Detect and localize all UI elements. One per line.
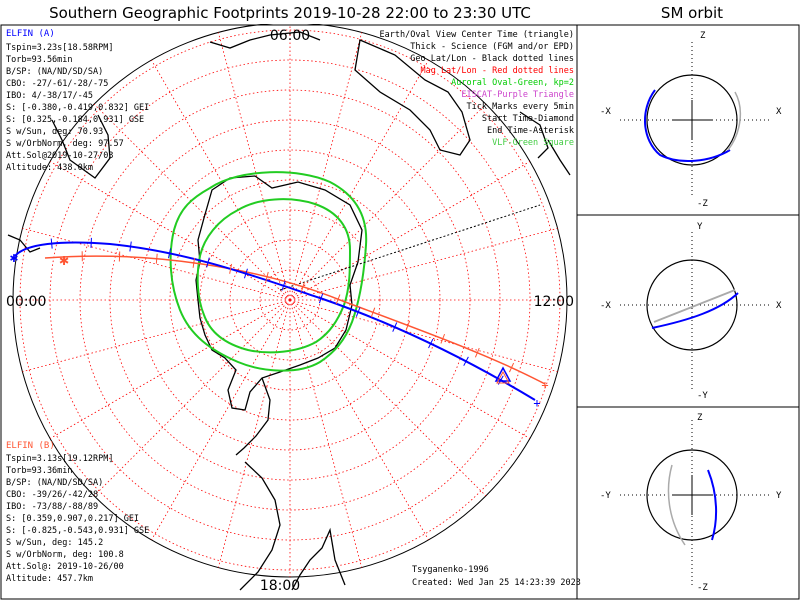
sm-panel-3-right: Y [776, 491, 782, 501]
auroral-oval-outer [171, 172, 367, 371]
mag-lon-spoke [290, 150, 550, 300]
elfin-a-line-3: CBO: -27/-61/-28/-75 [6, 79, 108, 89]
mag-lon-spoke [140, 300, 290, 560]
elfin-b-line-7: S w/Sun, deg: 145.2 [6, 538, 103, 548]
elfin-b-line-2: B/SP: (NA/ND/SD/SA) [6, 478, 103, 488]
legend-item-7: Start Time-Diamond [482, 114, 574, 124]
elfin-b-name: ELFIN (B) [6, 441, 55, 451]
sm-panel-2-right: X [776, 301, 782, 311]
sm-panel-1-track-a [645, 90, 730, 161]
sm-panel-3-track-a [708, 470, 716, 540]
legend-item-2: Geo Lat/Lon - Black dotted lines [410, 54, 574, 64]
antarctic-peninsula [236, 378, 270, 455]
elfin-a-line-8: S w/OrbNorm, deg: 97.57 [6, 139, 124, 149]
created-timestamp: Created: Wed Jan 25 14:23:39 2023 [412, 578, 581, 588]
sm-panel-1-right: X [776, 107, 782, 117]
sm-panel-1-bottom: -Z [697, 199, 708, 209]
legend-item-9: VLF-Green Square [492, 138, 574, 148]
sm-panel-3-track-b [668, 465, 685, 545]
mag-lon-spoke [290, 222, 580, 300]
model-credit: Tsyganenko-1996 [412, 565, 489, 575]
mag-lon-spoke [0, 222, 290, 300]
elfin-b-line-1: Torb=93.36min [6, 466, 73, 476]
sm-panel-1-top: Z [700, 31, 706, 41]
mag-lon-spoke [290, 300, 550, 450]
elfin-b-line-0: Tspin=3.13s[19.12RPM] [6, 454, 113, 464]
elfin-b-start-asterisk: ✱ [59, 250, 69, 269]
elfin-b-line-9: Att.Sol@: 2019-10-26/00 [6, 562, 124, 572]
sm-panel-2-left: -X [600, 301, 611, 311]
elfin-a-line-1: Torb=93.56min [6, 55, 73, 65]
legend-item-8: End Time-Asterisk [487, 126, 574, 136]
elfin-a-line-6: S: [0.325,-0.184,0.931] GSE [6, 115, 144, 125]
elfin-b-line-4: IBO: -73/88/-88/89 [6, 502, 98, 512]
sm-orbit-title: SM orbit [661, 4, 723, 22]
sm-panel-xz: Z -Z -X X [600, 31, 782, 209]
elfin-a-end-plus: + [533, 396, 540, 410]
legend-item-1: Thick - Science (FGM and/or EPD) [410, 42, 574, 52]
sm-panel-3-top: Z [697, 413, 703, 423]
sm-panel-yz: Z -Z -Y Y [600, 413, 782, 593]
elfin-a-line-2: B/SP: (NA/ND/SD/SA) [6, 67, 103, 77]
sm-panel-1-left: -X [600, 107, 611, 117]
mag-lon-spoke [212, 300, 290, 590]
elfin-a-track [15, 243, 535, 401]
legend: Earth/Oval View Center Time (triangle) T… [380, 30, 574, 148]
sm-panel-3-bottom: -Z [697, 583, 708, 593]
elfin-a-line-4: IBO: 4/-38/17/-45 [6, 91, 93, 101]
mag-lon-spoke [290, 10, 368, 300]
elfin-b-line-3: CBO: -39/26/-42/28 [6, 490, 98, 500]
elfin-b-tick [156, 254, 157, 264]
auroral-oval-inner [198, 199, 350, 352]
south-america-coast [240, 462, 345, 590]
elfin-b-line-8: S w/OrbNorm, deg: 100.8 [6, 550, 124, 560]
mag-lon-spoke [212, 10, 290, 300]
elfin-a-name: ELFIN (A) [6, 29, 55, 39]
main-title: Southern Geographic Footprints 2019-10-2… [49, 4, 531, 22]
auroral-ovals [171, 172, 367, 371]
elfin-b-line-6: S: [-0.825,-0.543,0.931] GSE [6, 526, 149, 536]
sm-panel-2-bottom: -Y [697, 391, 708, 401]
sm-panel-2-track-a [652, 293, 738, 328]
legend-item-4: Auroral Oval-Green, kp=2 [451, 78, 574, 88]
legend-item-6: Tick Marks every 5min [467, 102, 574, 112]
elfin-a-info: ELFIN (A) Tspin=3.23s[18.58RPM] Torb=93.… [6, 29, 149, 173]
elfin-a-line-0: Tspin=3.23s[18.58RPM] [6, 43, 113, 53]
mlt-label-top: 06:00 [270, 28, 310, 44]
legend-item-0: Earth/Oval View Center Time (triangle) [380, 30, 574, 40]
sm-panel-xy: Y -Y -X X [600, 222, 782, 401]
mag-lon-spoke [290, 300, 580, 378]
sm-panel-3-left: -Y [600, 491, 611, 501]
track-ticks [51, 238, 513, 385]
elfin-b-line-5: S: [0.359,0.907,0.217] GEI [6, 514, 139, 524]
elfin-a-line-5: S: [-0.380,-0.419,0.832] GEI [6, 103, 149, 113]
elfin-a-line-10: Altitude: 438.0km [6, 163, 93, 173]
sm-panel-1-track-b [728, 92, 740, 150]
mlt-label-bottom: 18:00 [260, 578, 300, 594]
elfin-b-line-10: Altitude: 457.7km [6, 574, 93, 584]
elfin-a-start-asterisk: ✱ [10, 250, 19, 266]
sm-panel-2-top: Y [697, 222, 703, 232]
elfin-b-info: ELFIN (B) Tspin=3.13s[19.12RPM] Torb=93.… [6, 441, 149, 584]
mag-lon-spoke [290, 300, 502, 512]
elfin-a-line-9: Att.Sol@2019-10-27/03 [6, 151, 113, 161]
elfin-b-end-plus: + [541, 378, 548, 392]
elfin-a-tick [130, 242, 131, 252]
legend-item-5: EISCAT-Purple Triangle [461, 90, 574, 100]
mlt-label-right: 12:00 [534, 294, 574, 310]
mlt-label-left: 00:00 [6, 294, 46, 310]
legend-item-3: Mag Lat/Lon - Red dotted lines [420, 66, 574, 76]
elfin-a-tick [51, 239, 52, 249]
antarctica-coast [196, 176, 362, 410]
elfin-a-line-7: S w/Sun, deg: 70.93 [6, 127, 103, 137]
